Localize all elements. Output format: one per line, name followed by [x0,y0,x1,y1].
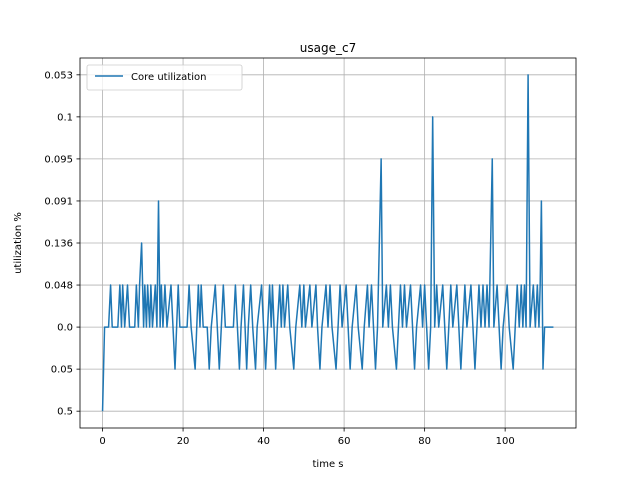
y-axis-ticks: 0.5 0.05 0.0 0.048 0.136 0.091 0.095 0.1 0.053 [44,70,80,418]
legend-label-core-utilization: Core utilization [131,72,206,83]
y-tick-label: 0.136 [44,239,73,250]
x-tick-label: 100 [496,436,515,447]
y-tick-label: 0.0 [57,323,73,334]
x-tick-label: 80 [418,436,431,447]
y-tick-label: 0.1 [57,112,73,123]
data-points [102,74,554,412]
x-tick-label: 60 [338,436,351,447]
chart-title: usage_c7 [300,41,356,55]
plot-area-frame [79,57,577,429]
series-line-core-utilization [101,74,554,412]
x-tick-label: 20 [177,436,190,447]
y-tick-label: 0.095 [44,154,73,165]
y-tick-label: 0.091 [44,196,73,207]
y-tick-label: 0.053 [44,70,73,81]
x-axis-label: time s [313,459,344,470]
legend: Core utilization [86,64,243,91]
x-tick-label: 40 [257,436,270,447]
y-tick-label: 0.5 [57,407,73,418]
y-axis-label: utilization % [13,212,24,274]
x-tick-label: 0 [99,436,105,447]
x-axis-ticks: 0 20 40 60 80 100 [99,428,515,447]
y-tick-label: 0.048 [44,281,73,292]
series-layer [101,74,554,412]
y-tick-label: 0.05 [51,365,73,376]
legend-box [86,64,243,91]
